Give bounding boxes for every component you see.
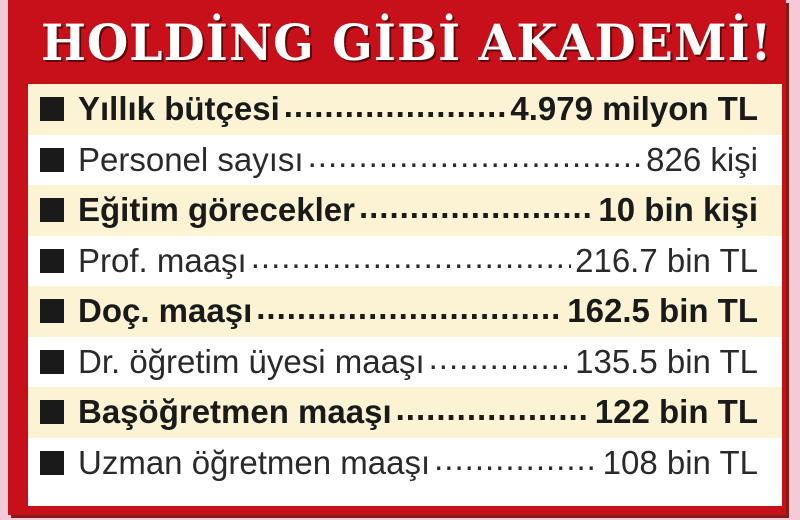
square-bullet-icon [40, 450, 64, 475]
stat-value: 122 bin TL [594, 393, 758, 431]
square-bullet-icon [40, 147, 64, 172]
stat-value: 162.5 bin TL [567, 292, 758, 330]
square-bullet-icon [40, 400, 64, 425]
infographic-frame: HOLDİNG GİBİ AKADEMİ! Yıllık bütçesi 4.97… [8, 0, 786, 515]
dot-leader [359, 188, 594, 236]
square-bullet-icon [40, 299, 64, 324]
dot-leader [308, 137, 643, 185]
stats-list: Yıllık bütçesi 4.979 milyon TL Personel s… [28, 84, 782, 506]
square-bullet-icon [40, 248, 64, 273]
stat-value: 10 bin kişi [598, 191, 758, 229]
stat-row-trainees: Eğitim görecekler 10 bin kişi [28, 185, 782, 236]
square-bullet-icon [40, 97, 64, 122]
dot-leader [429, 339, 572, 387]
dot-leader [284, 87, 507, 135]
stat-label: Yıllık bütçesi [78, 90, 280, 128]
dot-leader [256, 289, 563, 337]
stat-value: 826 kişi [646, 140, 758, 178]
stat-label: Eğitim görecekler [78, 191, 355, 229]
stat-row-staff-count: Personel sayısı 826 kişi [28, 135, 782, 186]
stat-row-head-teacher-salary: Başöğretmen maaşı 122 bin TL [28, 387, 782, 438]
stat-value: 108 bin TL [602, 443, 758, 481]
stat-label: Doç. maaşı [78, 292, 253, 330]
stat-row-expert-teacher-salary: Uzman öğretmen maaşı 108 bin TL [28, 438, 782, 489]
stat-label: Prof. maaşı [78, 241, 247, 279]
headline: HOLDİNG GİBİ AKADEMİ! [41, 13, 773, 72]
stat-label: Dr. öğretim üyesi maaşı [78, 342, 425, 380]
stat-row-annual-budget: Yıllık bütçesi 4.979 milyon TL [28, 84, 782, 135]
stat-value: 216.7 bin TL [575, 241, 758, 279]
dot-leader [396, 390, 591, 438]
stat-row-dr-faculty-salary: Dr. öğretim üyesi maaşı 135.5 bin TL [28, 337, 782, 388]
dot-leader [251, 238, 571, 286]
stat-label: Uzman öğretmen maaşı [78, 443, 431, 481]
stat-label: Başöğretmen maaşı [78, 393, 392, 431]
square-bullet-icon [40, 198, 64, 223]
stat-label: Personel sayısı [78, 140, 304, 178]
stat-row-prof-salary: Prof. maaşı 216.7 bin TL [28, 236, 782, 287]
dot-leader [434, 440, 599, 488]
stat-value: 135.5 bin TL [575, 342, 758, 380]
square-bullet-icon [40, 349, 64, 374]
stat-value: 4.979 milyon TL [510, 90, 758, 128]
stat-row-assoc-prof-salary: Doç. maaşı 162.5 bin TL [28, 286, 782, 337]
